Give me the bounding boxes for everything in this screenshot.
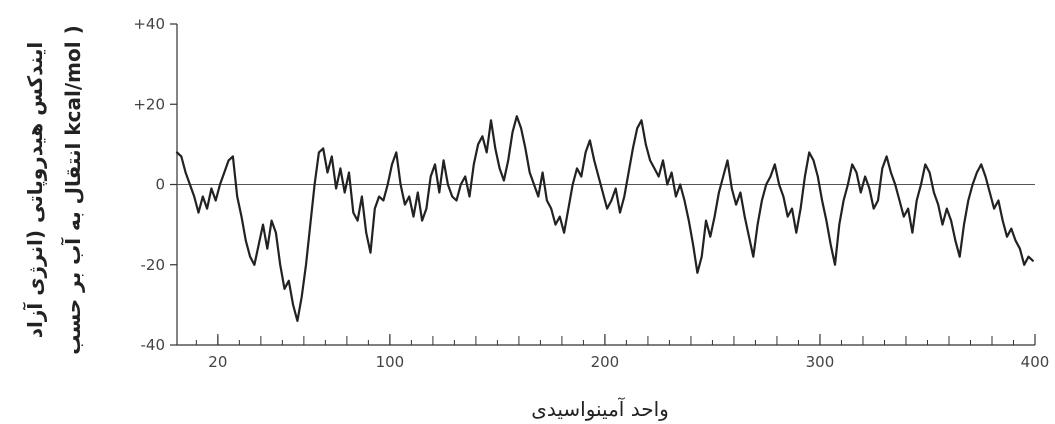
x-tick-label: 300 — [806, 353, 835, 371]
x-tick-label: 200 — [591, 353, 620, 371]
x-tick-label: 400 — [1021, 353, 1050, 371]
y-tick-label: -40 — [141, 336, 166, 354]
y-axis-title-line2: انتقال به آب بر حسب kcal/mol ) — [60, 25, 85, 354]
x-tick-label: 100 — [376, 353, 405, 371]
x-axis-title: واحد آمینواسیدی — [531, 396, 669, 421]
series-line-1 — [175, 115, 1034, 322]
y-axis-title: ایندکس هیدروپاتی (انرژی آزاد انتقال به آ… — [22, 25, 85, 354]
y-tick-label: -20 — [141, 256, 166, 274]
plot-area: +40 +20 0 -20 -40 20 100 200 300 400 — [133, 15, 1049, 371]
y-tick-label: +20 — [133, 95, 165, 113]
y-tick-label: +40 — [133, 15, 165, 33]
y-axis-title-line1: ایندکس هیدروپاتی (انرژی آزاد — [22, 42, 48, 338]
y-tick-label: 0 — [155, 176, 165, 194]
x-tick-label: 20 — [208, 353, 227, 371]
